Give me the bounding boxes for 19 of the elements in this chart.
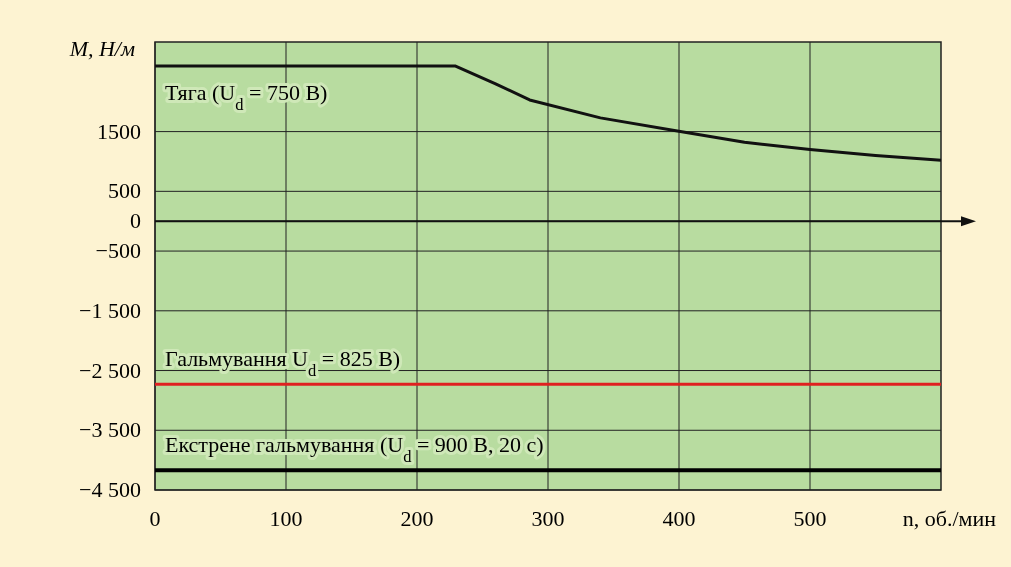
x-tick-label: 500: [793, 506, 827, 531]
y-axis-title: M, Н/м: [68, 36, 135, 61]
y-tick-label: 1500: [97, 118, 141, 144]
x-axis-title: n, об./мин: [902, 506, 997, 531]
x-tick-label: 200: [400, 506, 434, 531]
x-tick-label: 400: [662, 506, 696, 531]
line-series: [153, 64, 943, 162]
y-tick-label: −2 500: [79, 357, 141, 383]
y-tick-label: −1 500: [79, 297, 141, 323]
x-tick-label: 100: [269, 506, 303, 531]
y-tick-label: −3 500: [79, 417, 141, 443]
series-label: Екстрене гальмування (U$_{d}$ = 900 В, 20 с): [165, 432, 544, 466]
y-tick-label: −4 500: [79, 477, 141, 502]
y-tick-label: 0: [130, 208, 141, 234]
series-label: Тяга (U$_{d}$ = 750 В): [165, 79, 328, 114]
y-tick-label: −500: [95, 238, 141, 264]
x-tick-label: 0: [149, 506, 161, 531]
y-tick-label: 500: [108, 178, 141, 204]
x-tick-label: 300: [531, 506, 565, 531]
